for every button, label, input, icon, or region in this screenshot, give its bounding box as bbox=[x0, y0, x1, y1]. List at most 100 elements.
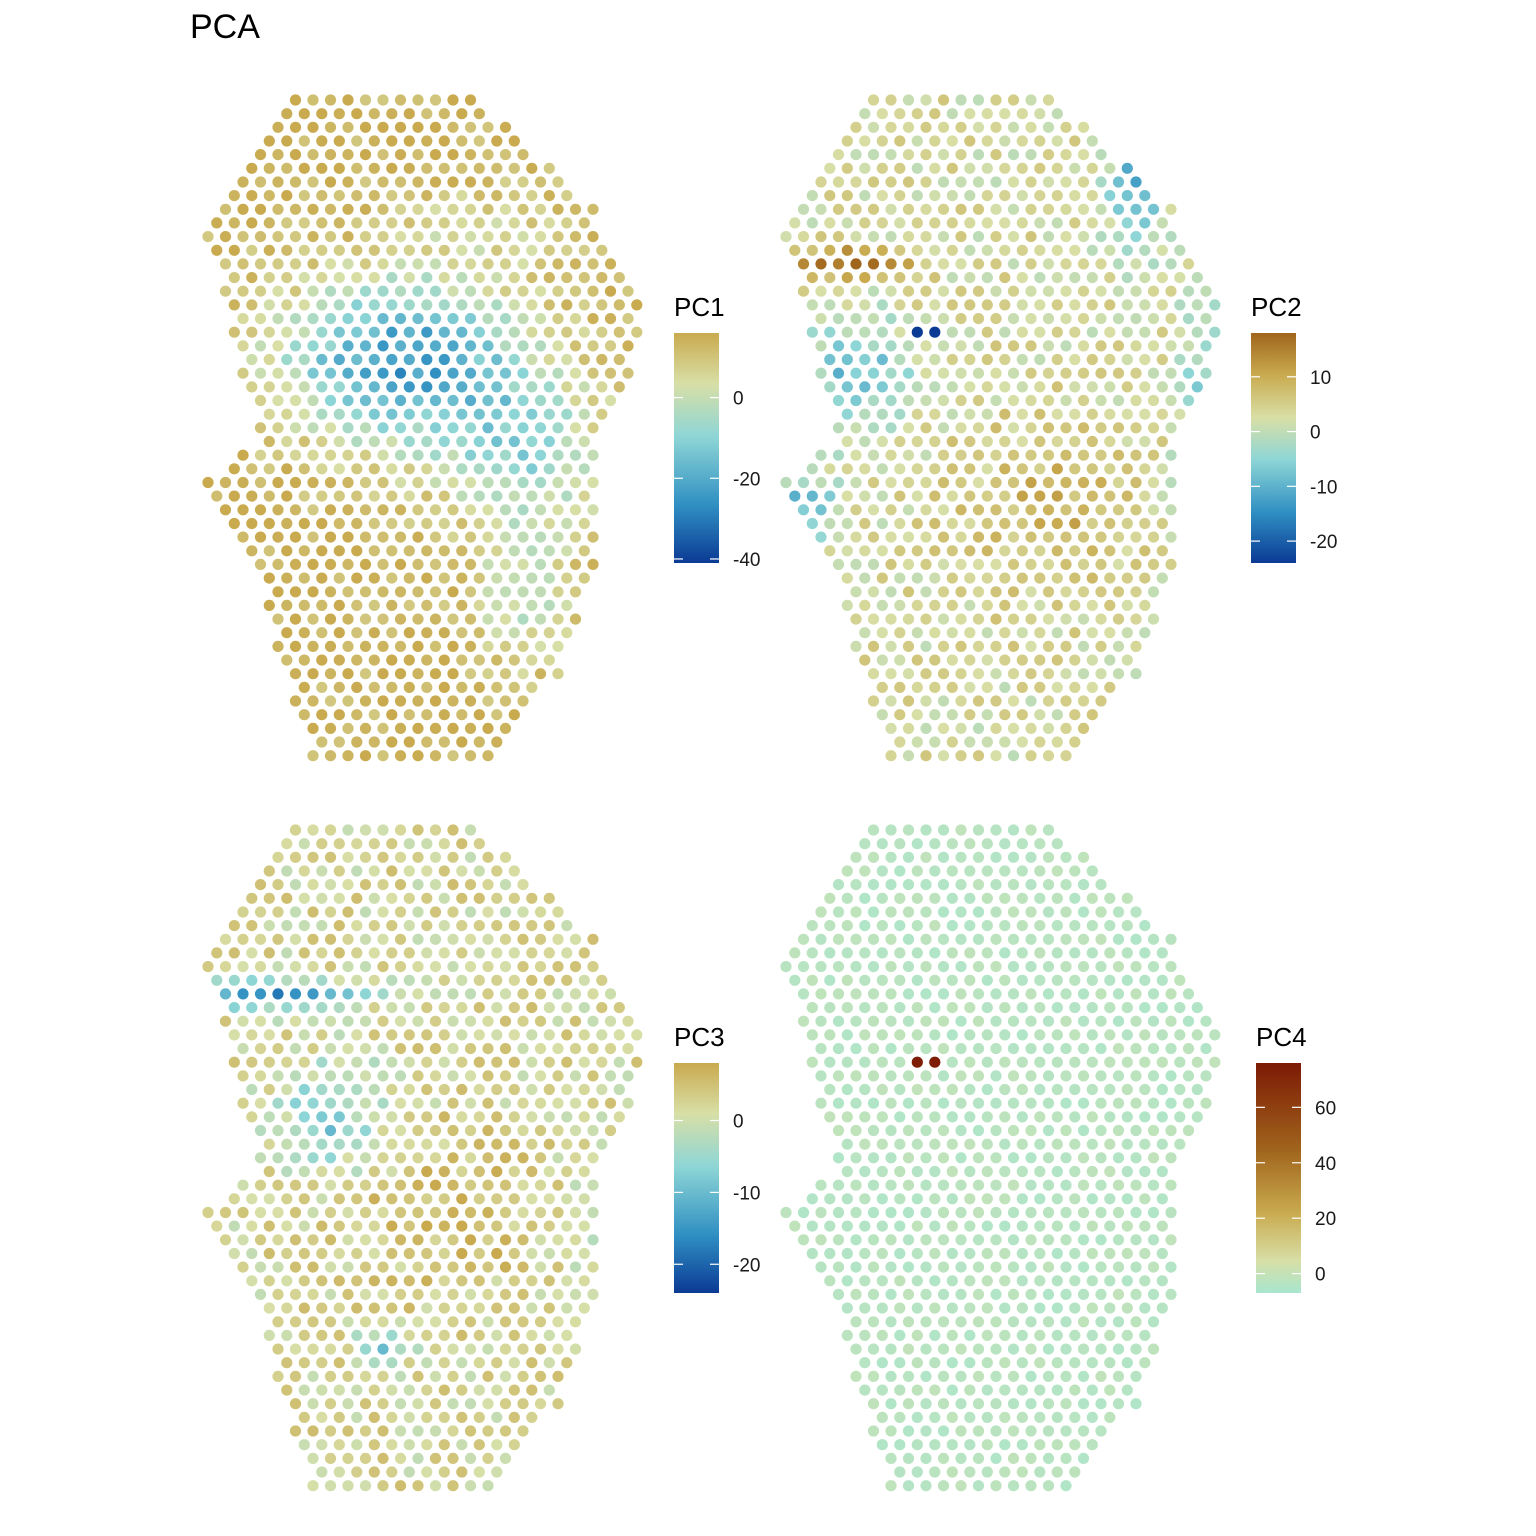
spot bbox=[946, 517, 958, 530]
spot bbox=[342, 1070, 354, 1082]
spot bbox=[569, 504, 582, 516]
spot bbox=[517, 1316, 529, 1328]
spot bbox=[1060, 476, 1072, 489]
spot bbox=[386, 108, 398, 120]
spot bbox=[394, 203, 407, 215]
spot bbox=[972, 1015, 985, 1027]
spot bbox=[342, 1234, 354, 1246]
spot bbox=[955, 176, 967, 188]
spot bbox=[1191, 1083, 1203, 1096]
spot bbox=[543, 217, 555, 229]
spot bbox=[999, 381, 1011, 393]
spot bbox=[1095, 695, 1107, 707]
spot bbox=[386, 1357, 398, 1369]
spot bbox=[1130, 394, 1142, 407]
spot bbox=[368, 1002, 380, 1014]
spot bbox=[333, 1357, 345, 1369]
spot bbox=[920, 1097, 932, 1109]
spot bbox=[981, 353, 993, 366]
spot bbox=[307, 504, 319, 516]
spot bbox=[1104, 1111, 1116, 1123]
spot bbox=[841, 1275, 853, 1287]
spot bbox=[867, 1097, 880, 1109]
spot bbox=[1147, 1097, 1160, 1109]
spot bbox=[578, 490, 590, 502]
spot bbox=[902, 1452, 915, 1464]
spot bbox=[254, 367, 267, 379]
spot bbox=[456, 865, 468, 877]
spot bbox=[561, 1193, 573, 1205]
spot bbox=[394, 558, 407, 571]
spot bbox=[1034, 1384, 1046, 1396]
spot bbox=[1095, 531, 1107, 543]
spot bbox=[281, 299, 293, 311]
spot bbox=[324, 258, 337, 270]
spot bbox=[307, 94, 319, 106]
spot bbox=[972, 285, 985, 297]
spot bbox=[246, 920, 258, 932]
spot bbox=[815, 906, 827, 918]
spot bbox=[403, 326, 415, 338]
spot bbox=[316, 272, 328, 284]
spot bbox=[955, 149, 967, 161]
spot bbox=[316, 244, 328, 256]
spot bbox=[1077, 203, 1090, 215]
spot bbox=[464, 1097, 477, 1109]
spot bbox=[281, 1329, 293, 1341]
spot bbox=[307, 422, 319, 434]
spot bbox=[342, 722, 354, 735]
spot bbox=[499, 1152, 512, 1164]
spot bbox=[254, 422, 267, 434]
spot bbox=[351, 681, 363, 694]
spot bbox=[902, 449, 915, 461]
spot bbox=[386, 190, 398, 202]
spot bbox=[412, 933, 424, 945]
spot bbox=[902, 1043, 915, 1055]
spot bbox=[1060, 203, 1072, 215]
spot bbox=[911, 326, 923, 338]
spot bbox=[1007, 586, 1020, 598]
spot bbox=[421, 162, 433, 174]
spot bbox=[1025, 1261, 1037, 1273]
spot bbox=[246, 517, 258, 530]
spot bbox=[403, 709, 415, 721]
spot bbox=[1060, 1152, 1072, 1164]
spot bbox=[534, 1152, 547, 1164]
spot bbox=[981, 1083, 993, 1096]
spot bbox=[386, 709, 398, 721]
spot bbox=[561, 1220, 573, 1232]
spot bbox=[894, 1466, 906, 1478]
spot bbox=[412, 695, 424, 707]
spot bbox=[1007, 1015, 1020, 1027]
spot bbox=[955, 1480, 967, 1492]
spot bbox=[1191, 326, 1203, 338]
spot bbox=[1147, 586, 1160, 598]
spot bbox=[237, 285, 249, 297]
spot bbox=[1191, 1056, 1203, 1068]
spot bbox=[911, 572, 923, 584]
spot bbox=[569, 313, 582, 325]
spot bbox=[824, 381, 836, 393]
spot bbox=[972, 504, 985, 516]
spot bbox=[937, 1234, 950, 1246]
spot bbox=[894, 435, 906, 448]
spot bbox=[482, 1206, 494, 1219]
spot bbox=[421, 381, 433, 393]
spot bbox=[1139, 353, 1151, 366]
spot bbox=[298, 1165, 310, 1178]
spot bbox=[569, 1015, 582, 1027]
spot bbox=[1016, 190, 1028, 202]
spot bbox=[990, 1070, 1002, 1082]
spot bbox=[1104, 1411, 1116, 1423]
spot bbox=[1025, 149, 1037, 161]
spot bbox=[832, 1124, 845, 1137]
spot bbox=[1077, 879, 1090, 891]
spot bbox=[841, 599, 853, 612]
spot bbox=[508, 1002, 520, 1014]
spot bbox=[972, 1398, 985, 1410]
spot bbox=[999, 1275, 1011, 1287]
spot bbox=[876, 1056, 888, 1068]
spot bbox=[508, 1329, 520, 1341]
spot bbox=[964, 1302, 976, 1314]
spot bbox=[377, 1097, 389, 1109]
